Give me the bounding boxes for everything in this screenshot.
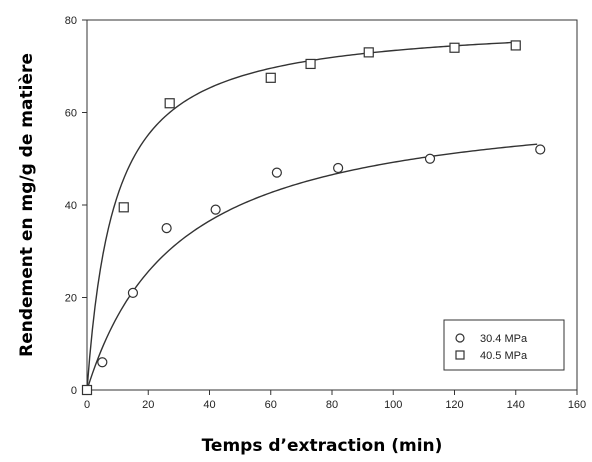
data-point-series-2	[118, 202, 129, 213]
data-point-series-2	[164, 98, 175, 109]
x-tick-label: 20	[142, 399, 154, 411]
y-tick-label: 20	[65, 293, 77, 305]
legend-label-series-1: 30.4 MPa	[480, 333, 528, 345]
data-point-series-1	[535, 144, 546, 155]
x-tick-label: 60	[265, 399, 277, 411]
x-axis-title: Temps d’extraction (min)	[202, 436, 443, 456]
x-tick-label: 120	[445, 399, 463, 411]
y-tick-label: 80	[65, 15, 77, 27]
y-tick-label: 60	[65, 108, 77, 120]
data-point-series-2	[363, 47, 374, 58]
fit-curve-series-2	[86, 41, 516, 391]
y-axis-title: Rendement en mg/g de matière	[17, 53, 37, 357]
data-point-series-1	[210, 204, 221, 215]
data-point-series-2	[510, 40, 521, 51]
legend-marker-series-2	[455, 350, 465, 360]
legend-box	[443, 319, 565, 371]
legend: 30.4 MPa 40.5 MPa	[443, 319, 565, 371]
fit-curves	[86, 41, 538, 391]
x-tick-label: 80	[326, 399, 338, 411]
data-point-series-1	[424, 153, 436, 164]
fit-curve-series-1	[86, 143, 538, 391]
axes: 0 20 40 60 80 100 120 140 160 0 20 40 60 80	[65, 15, 586, 411]
data-point-series-1	[333, 162, 344, 174]
x-tick-label: 100	[384, 399, 402, 411]
data-point-series-2	[81, 384, 93, 396]
data-points	[81, 40, 546, 396]
data-point-series-1	[161, 223, 172, 234]
y-tick-label: 0	[71, 385, 77, 397]
data-point-series-1	[271, 167, 282, 178]
y-tick-label: 40	[65, 200, 77, 212]
legend-label-series-2: 40.5 MPa	[480, 350, 528, 362]
data-point-series-2	[265, 72, 276, 83]
data-point-series-1	[97, 357, 108, 368]
x-tick-label: 160	[568, 399, 586, 411]
x-tick-label: 0	[84, 399, 90, 411]
x-tick-label: 140	[507, 399, 525, 411]
legend-marker-series-1	[455, 333, 465, 343]
data-point-series-2	[305, 58, 316, 70]
x-tick-label: 40	[203, 399, 215, 411]
data-point-series-2	[449, 42, 460, 53]
data-point-series-1	[127, 287, 139, 298]
